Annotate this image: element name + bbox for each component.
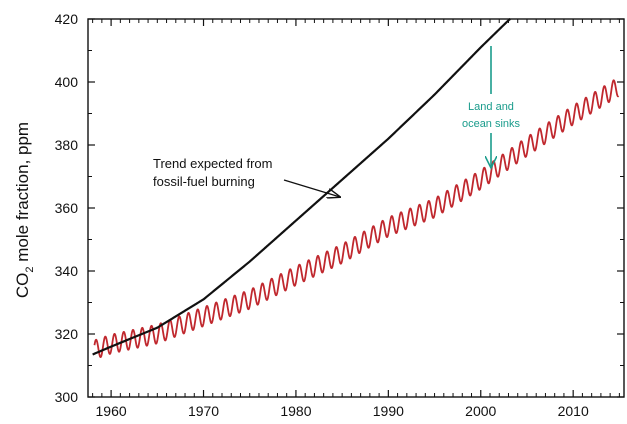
y-tick-label: 300 [55,389,79,405]
observed-co2-line [93,79,620,358]
x-tick-label: 1980 [280,403,311,419]
y-axis-label-rest: mole fraction, ppm [13,122,32,267]
x-tick-label: 1990 [373,403,404,419]
trend-annotation: Trend expected from fossil-fuel burning [153,156,340,197]
sinks-label-line2: ocean sinks [462,118,521,130]
y-tick-label: 380 [55,137,79,153]
y-tick-label: 420 [55,11,79,27]
y-tick-label: 400 [55,74,79,90]
y-axis-label-main: CO [13,273,32,299]
trend-label-line2: fossil-fuel burning [153,174,255,189]
y-tick-label: 360 [55,200,79,216]
x-tick-label: 1960 [96,403,127,419]
trend-label-line1: Trend expected from [153,156,272,171]
plot-frame [87,18,625,398]
x-tick-label: 2010 [558,403,589,419]
y-tick-label: 320 [55,326,79,342]
series-layer [92,18,620,358]
sinks-annotation: Land and ocean sinks [462,46,521,168]
x-tick-label: 2000 [465,403,496,419]
y-axis-label: CO2 mole fraction, ppm [13,122,36,298]
y-axis-label-subscript: 2 [24,266,36,272]
y-axis: 300 320 340 360 380 400 420 [55,11,624,405]
x-tick-label: 1970 [188,403,219,419]
expected-trend-line [92,18,511,356]
sinks-label-line1: Land and [468,101,514,113]
x-axis: 1960 1970 1980 1990 2000 2010 [92,19,620,419]
y-tick-label: 340 [55,263,79,279]
trend-arrow [283,179,340,197]
